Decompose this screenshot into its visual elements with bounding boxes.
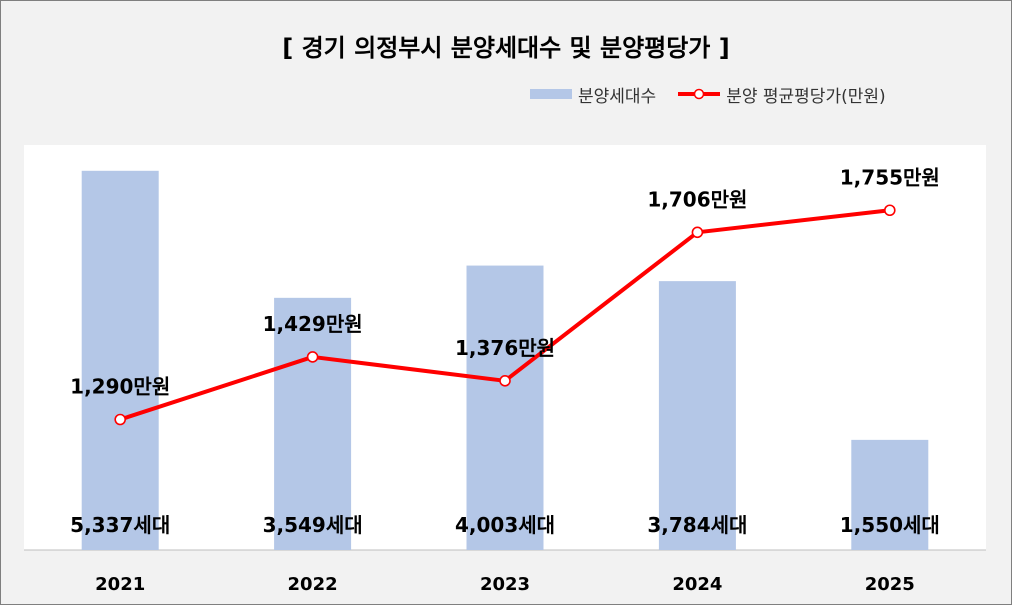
bar-label-2022: 3,549세대	[263, 513, 363, 537]
bar-label-2024: 3,784세대	[647, 513, 747, 537]
price-label-2025: 1,755만원	[840, 165, 940, 189]
x-tick-2025: 2025	[865, 574, 915, 595]
legend-item-line: 분양 평균평당가(만원)	[678, 82, 886, 107]
bar-2021	[81, 170, 159, 550]
price-label-2023: 1,376만원	[455, 336, 555, 360]
price-label-2024: 1,706만원	[647, 187, 747, 211]
x-tick-2021: 2021	[95, 574, 145, 595]
bar-2025	[851, 439, 929, 550]
bar-label-2021: 5,337세대	[70, 513, 170, 537]
x-tick-2023: 2023	[480, 574, 530, 595]
legend-bar-swatch	[530, 89, 572, 99]
legend-line-label: 분양 평균평당가(만원)	[726, 86, 886, 107]
price-point-2023	[499, 374, 511, 387]
x-tick-2022: 2022	[288, 574, 338, 595]
chart-legend: 분양세대수 분양 평균평당가(만원)	[530, 82, 908, 107]
bar-label-2025: 1,550세대	[840, 513, 940, 537]
legend-item-bars: 분양세대수	[530, 82, 656, 107]
chart-title: [ 경기 의정부시 분양세대수 및 분양평당가 ]	[282, 34, 730, 62]
price-point-2025	[883, 204, 896, 217]
price-label-2021: 1,290만원	[70, 375, 170, 399]
price-point-2021	[114, 413, 126, 426]
x-tick-2024: 2024	[672, 574, 722, 595]
legend-bar-label: 분양세대수	[578, 86, 657, 107]
bar-2022	[274, 297, 352, 550]
price-label-2022: 1,429만원	[263, 312, 363, 336]
price-point-2024	[691, 226, 704, 239]
bar-2023	[466, 265, 544, 550]
bar-2024	[658, 281, 736, 550]
legend-line-swatch	[678, 88, 721, 100]
price-point-2022	[306, 351, 319, 363]
bar-label-2023: 4,003세대	[455, 513, 555, 537]
